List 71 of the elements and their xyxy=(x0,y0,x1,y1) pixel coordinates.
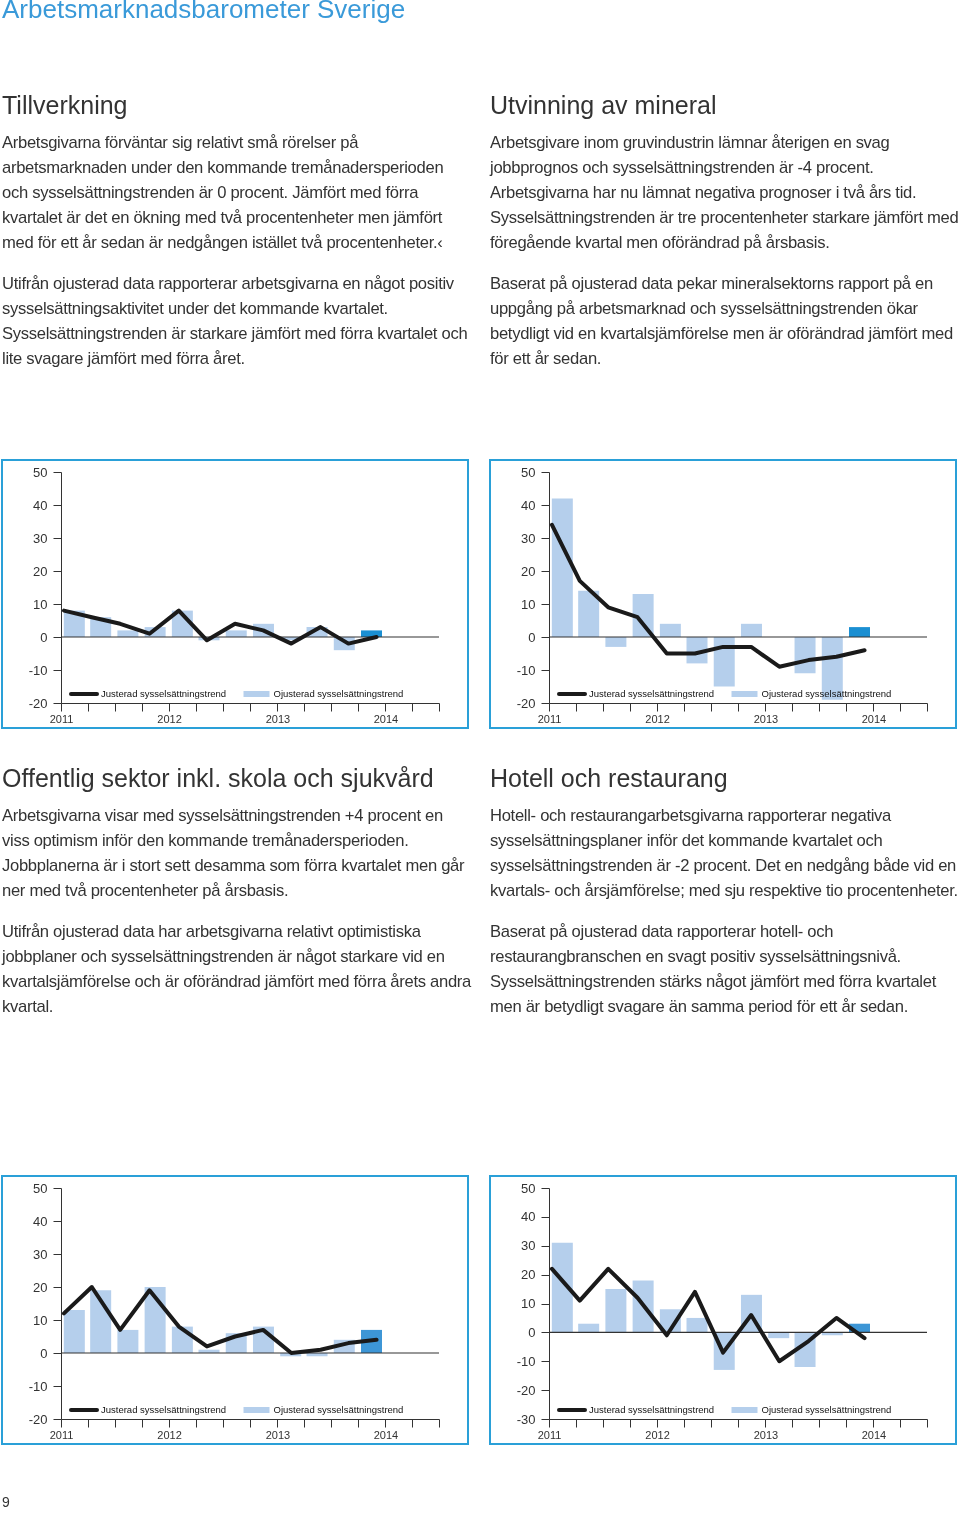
y-tick-label: 10 xyxy=(521,596,536,612)
text: 9 xyxy=(2,1494,10,1510)
chart-title: Hotell och restaurang xyxy=(490,764,729,793)
y-tick-label: 30 xyxy=(33,530,48,546)
x-tick-label: 2013 xyxy=(265,1428,291,1441)
y-tick-label: 20 xyxy=(521,1267,536,1283)
text: Arbetsmarknadsbarometer Sverige xyxy=(2,0,406,25)
x-tick-label: 2012 xyxy=(645,712,670,725)
text: Utifrån ojusterad data har arbetsgivarna relativt optimistiska jobbplaner och sysselsättningstrenden är något starkare vid en kvartalsjämförelse och är oförändrad jämfört med förra årets andra kvartal. xyxy=(2,921,472,1018)
y-tick-label: 10 xyxy=(33,1312,48,1328)
y-tick-label: -10 xyxy=(28,1378,48,1394)
legend-label: Justerad sysselsättningstrend xyxy=(589,688,715,699)
legend-label: Ojusterad sysselsättningstrend xyxy=(761,688,892,699)
y-tick-label: 40 xyxy=(521,1209,536,1225)
y-tick-label: -10 xyxy=(516,1353,536,1369)
text: Hotell- och restaurangarbetsgivarna rapporterar negativa sysselsättningsplaner inför det kommande kvartalet och sysselsättningstrenden är -2 procent. Det en nedgång både vid en kvartals- och årsjämförelse; med sju respektive tio procentenheter. xyxy=(490,805,959,902)
x-tick-label: 2011 xyxy=(49,712,74,725)
y-tick-label: 50 xyxy=(521,1180,536,1196)
x-tick-label: 2012 xyxy=(645,1428,670,1441)
text: Baserat på ojusterad data pekar mineralsektorns rapport på en uppgång på arbetsmarknad och sysselsättningstrenden ökar betydligt vid en kvartalsjämförelse men är oförändrad jämfört med för ett år sedan. xyxy=(490,273,954,370)
x-tick-label: 2011 xyxy=(537,1428,562,1441)
x-tick-label: 2011 xyxy=(49,1428,74,1441)
y-tick-label: 40 xyxy=(521,497,536,513)
y-tick-label: -20 xyxy=(516,695,536,711)
y-tick-label: -20 xyxy=(28,1411,48,1427)
y-tick-label: 0 xyxy=(40,1345,48,1361)
y-tick-label: 50 xyxy=(33,464,48,480)
text: Arbetsgivarna förväntar sig relativt små rörelser på arbetsmarknaden under den kommande tremånadersperioden och sysselsättningstrenden är 0 procent. Jämfört med förra kvartalet är det en ökning med två procentenheter men jämfört med för ett år sedan är nedgången istället två procentenheter.‹ xyxy=(2,132,445,254)
y-tick-label: -10 xyxy=(28,662,48,678)
x-tick-label: 2012 xyxy=(157,712,182,725)
x-tick-label: 2014 xyxy=(373,712,399,725)
y-tick-label: -20 xyxy=(28,695,48,711)
y-tick-label: 40 xyxy=(33,497,48,513)
y-tick-label: -10 xyxy=(516,662,536,678)
x-tick-label: 2014 xyxy=(861,712,887,725)
y-tick-label: 20 xyxy=(521,563,536,579)
y-tick-label: 10 xyxy=(33,596,48,612)
x-tick-label: 2013 xyxy=(753,712,779,725)
chart-title: Tillverkning xyxy=(2,91,129,120)
y-tick-label: 20 xyxy=(33,563,48,579)
y-tick-label: 10 xyxy=(521,1296,536,1311)
text: Arbetsgivare inom gruvindustrin lämnar återigen en svag jobbprognos och sysselsättningstrenden är -4 procent. Arbetsgivarna har nu lämnat negativa prognoser i två års tid. Sysselsättningstrenden är tre procentenheter starkare jämfört med föregående kvartal men oförändrad på årsbasis. xyxy=(490,132,960,254)
y-tick-label: 20 xyxy=(33,1279,48,1295)
x-tick-label: 2014 xyxy=(373,1428,399,1441)
legend-label: Justerad sysselsättningstrend xyxy=(101,688,227,699)
y-tick-label: -30 xyxy=(516,1411,536,1427)
legend-label: Ojusterad sysselsättningstrend xyxy=(761,1404,892,1415)
y-tick-label: 0 xyxy=(40,629,48,645)
y-tick-label: 30 xyxy=(521,530,536,546)
y-tick-label: 0 xyxy=(528,629,536,645)
text: Baserat på ojusterad data rapporterar hotell- och restaurangbranschen en svagt positiv sysselsättningsnivå. Sysselsättningstrenden stärks något jämfört med förra kvartalet men är betydligt svagare än samma period för ett år sedan. xyxy=(490,921,938,1018)
x-tick-label: 2014 xyxy=(861,1428,887,1441)
legend-label: Ojusterad sysselsättningstrend xyxy=(273,1404,404,1415)
x-tick-label: 2011 xyxy=(537,712,562,725)
legend-label: Ojusterad sysselsättningstrend xyxy=(273,688,404,699)
x-tick-label: 2013 xyxy=(753,1428,779,1441)
y-tick-label: 30 xyxy=(521,1238,536,1254)
legend-label: Justerad sysselsättningstrend xyxy=(101,1404,227,1415)
y-tick-label: 0 xyxy=(528,1324,536,1340)
text: Utifrån ojusterad data rapporterar arbetsgivarna en något positiv sysselsättningsaktivitet under det kommande kvartalet. Sysselsättningstrenden är starkare jämfört med förra kvartalet och lite svagare jämfört med förra året. xyxy=(2,273,469,370)
text: Arbetsgivarna visar med sysselsättningstrenden +4 procent en viss optimism inför den kommande tremånadersperioden. Jobbplanerna är i stort sett desamma som förra kvartalet men går ner med två procentenheter på årsbasis. xyxy=(2,805,466,902)
chart-title: Offentlig sektor inkl. skola och sjukvård xyxy=(2,764,435,793)
legend-label: Justerad sysselsättningstrend xyxy=(589,1404,715,1415)
y-tick-label: 50 xyxy=(33,1180,48,1196)
x-tick-label: 2012 xyxy=(157,1428,182,1441)
y-tick-label: 40 xyxy=(33,1213,48,1229)
y-tick-label: 50 xyxy=(521,464,536,480)
y-tick-label: 30 xyxy=(33,1246,48,1262)
y-tick-label: -20 xyxy=(516,1382,536,1398)
x-tick-label: 2013 xyxy=(265,712,291,725)
chart-title: Utvinning av mineral xyxy=(490,91,718,120)
